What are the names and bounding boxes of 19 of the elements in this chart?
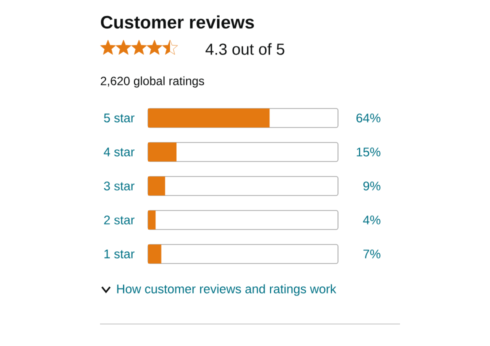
y-tick-label: 5 star: [104, 114, 134, 122]
bar: [148, 210, 156, 230]
data-label: 64%: [356, 114, 380, 122]
data-label: 15%: [356, 148, 380, 156]
chart-title: Customer reviews: [100, 15, 254, 29]
y-tick-label: 2 star: [104, 216, 134, 224]
data-label: 9%: [363, 182, 380, 190]
bar: [148, 108, 270, 128]
data-label: 7%: [363, 250, 380, 258]
text: 2,620 global ratings: [100, 76, 204, 88]
bar: [148, 244, 162, 264]
bar: [148, 142, 177, 162]
chart-subtitle: 4.3 out of 5: [206, 43, 284, 55]
data-label: 4%: [363, 216, 380, 224]
text: How customer reviews and ratings work: [117, 284, 336, 296]
y-tick-label: 3 star: [104, 182, 134, 190]
y-tick-label: 4 star: [104, 148, 134, 156]
bar: [148, 176, 166, 196]
y-tick-label: 1 star: [104, 250, 134, 258]
